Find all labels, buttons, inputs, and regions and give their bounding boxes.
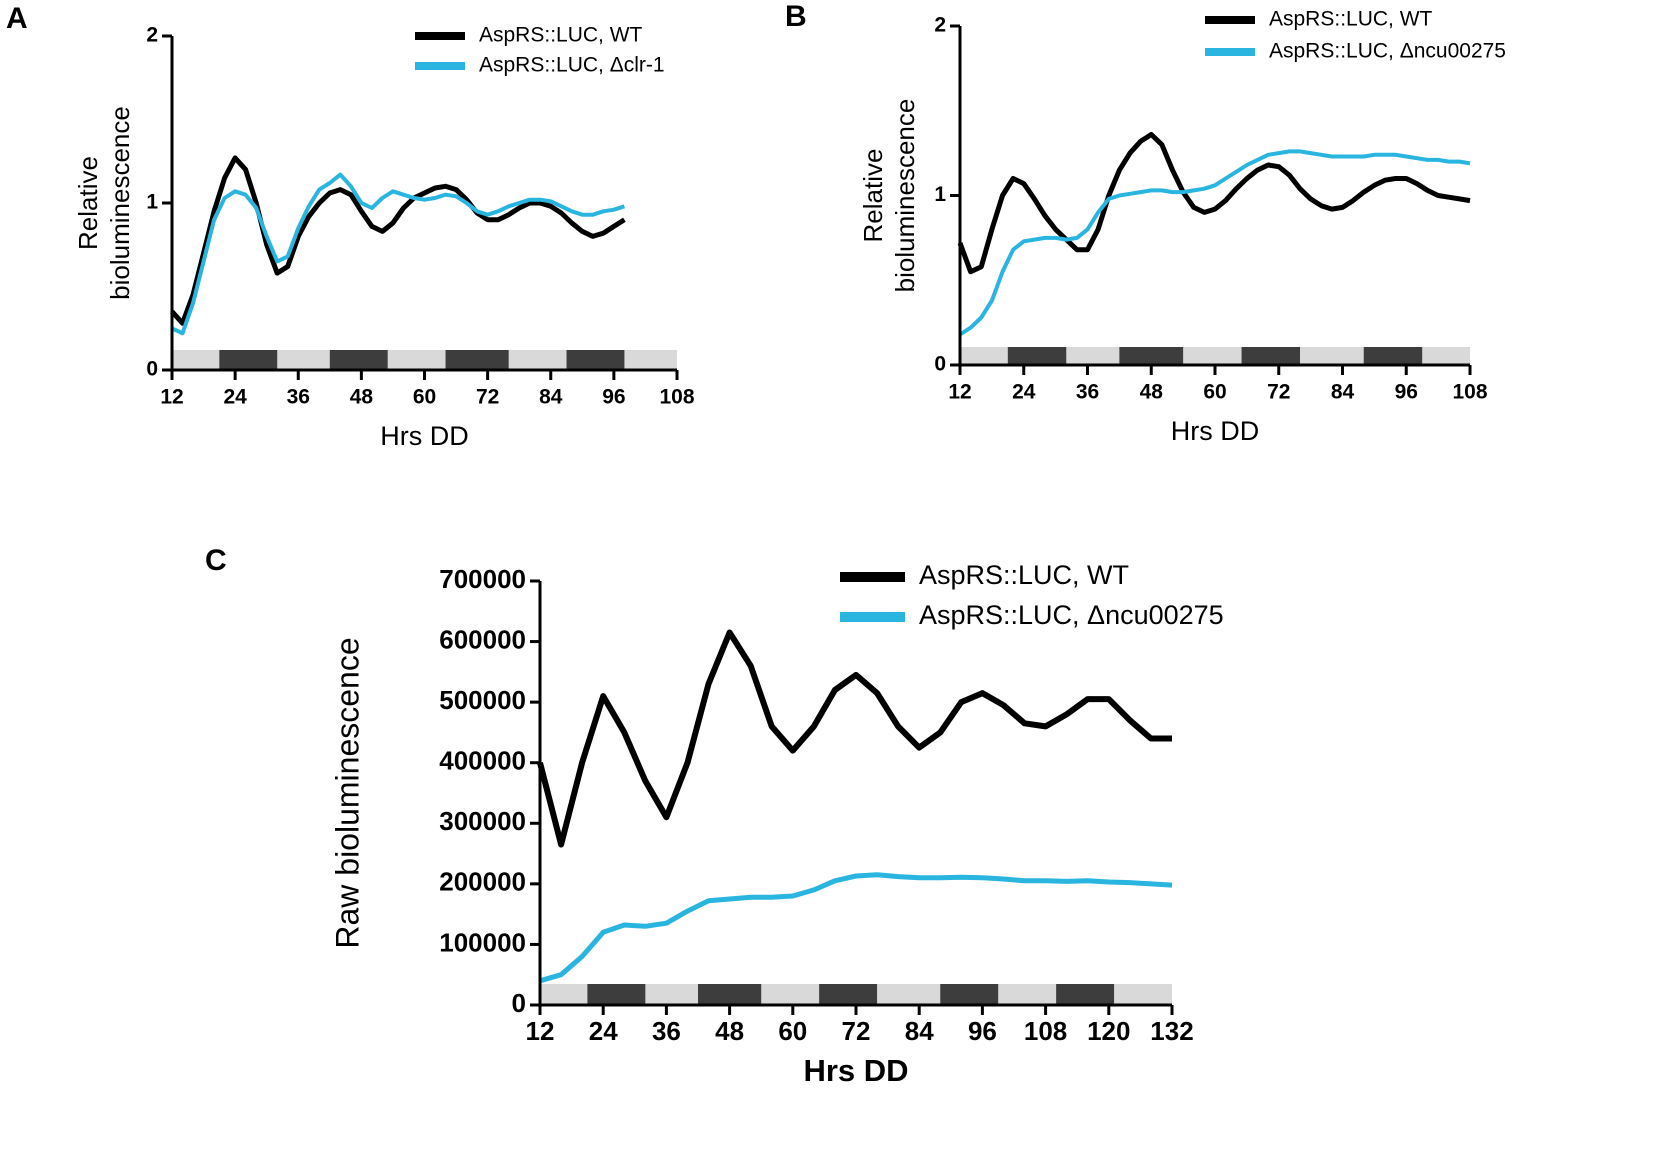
x-tick-label: 96 xyxy=(1395,381,1418,404)
y-axis-title: Raw bioluminescence xyxy=(329,637,365,948)
panel-letter: C xyxy=(205,544,227,577)
y-tick-label: 1 xyxy=(934,183,946,206)
data-line xyxy=(957,132,1471,275)
legend-label: AspRS::LUC, Δncu00275 xyxy=(1269,40,1506,63)
y-axis-title: Relative xyxy=(858,149,888,243)
y-tick-label: 200000 xyxy=(439,867,526,897)
x-tick-label: 72 xyxy=(842,1016,871,1046)
legend-label: AspRS::LUC, WT xyxy=(919,560,1129,590)
dark-band xyxy=(940,984,999,1005)
x-tick-label: 36 xyxy=(287,386,310,409)
panel-letter: B xyxy=(785,0,807,33)
legend-label: AspRS::LUC, Δclr-1 xyxy=(479,54,665,77)
y-tick-label: 1 xyxy=(146,191,158,214)
y-tick-label: 0 xyxy=(934,353,946,376)
y-tick-label: 100000 xyxy=(439,927,526,957)
data-line xyxy=(171,172,626,336)
x-tick-label: 72 xyxy=(476,386,499,409)
x-tick-label: 132 xyxy=(1150,1016,1193,1046)
panel-letter: A xyxy=(6,2,28,35)
dark-band xyxy=(1119,347,1184,365)
dark-band xyxy=(819,984,878,1005)
dark-band xyxy=(587,984,646,1005)
x-tick-label: 96 xyxy=(968,1016,997,1046)
dark-band xyxy=(1363,347,1423,365)
y-axis-title: Relative xyxy=(73,156,103,250)
data-line xyxy=(170,155,626,326)
legend-label: AspRS::LUC, WT xyxy=(479,24,643,47)
light-band xyxy=(960,347,1470,365)
light-band xyxy=(172,350,677,370)
dark-band xyxy=(566,350,625,370)
y-tick-label: 500000 xyxy=(439,685,526,715)
y-tick-label: 0 xyxy=(146,358,158,381)
dark-band xyxy=(1056,984,1115,1005)
x-axis-title: Hrs DD xyxy=(380,421,469,451)
dark-band xyxy=(329,350,388,370)
x-tick-label: 84 xyxy=(905,1016,934,1046)
x-tick-label: 12 xyxy=(948,381,971,404)
x-tick-label: 60 xyxy=(413,386,436,409)
x-tick-label: 72 xyxy=(1267,381,1290,404)
y-tick-label: 400000 xyxy=(439,746,526,776)
y-tick-label: 600000 xyxy=(439,624,526,654)
dark-band xyxy=(1241,347,1300,365)
x-tick-label: 36 xyxy=(652,1016,681,1046)
y-tick-label: 0 xyxy=(512,988,526,1018)
dark-band xyxy=(1007,347,1067,365)
legend-label: AspRS::LUC, Δncu00275 xyxy=(919,600,1224,630)
x-tick-label: 84 xyxy=(539,386,563,409)
x-tick-label: 48 xyxy=(350,386,374,409)
dark-band xyxy=(219,350,278,370)
x-axis-title: Hrs DD xyxy=(1171,416,1260,446)
y-tick-label: 2 xyxy=(934,14,946,37)
x-tick-label: 60 xyxy=(778,1016,807,1046)
x-tick-label: 108 xyxy=(1024,1016,1067,1046)
data-line xyxy=(537,629,1172,848)
x-tick-label: 24 xyxy=(1012,381,1036,404)
x-axis-title: Hrs DD xyxy=(803,1053,908,1088)
x-tick-label: 24 xyxy=(223,386,247,409)
y-tick-label: 300000 xyxy=(439,806,526,836)
y-tick-label: 2 xyxy=(146,24,158,47)
dark-band xyxy=(698,984,762,1005)
x-tick-label: 60 xyxy=(1203,381,1226,404)
y-axis-title: bioluminescence xyxy=(105,106,135,300)
x-tick-label: 96 xyxy=(602,386,625,409)
y-axis-title: bioluminescence xyxy=(890,99,920,293)
data-line xyxy=(539,872,1173,984)
data-line xyxy=(958,149,1471,337)
x-tick-label: 84 xyxy=(1331,381,1355,404)
x-tick-label: 12 xyxy=(526,1016,555,1046)
x-tick-label: 24 xyxy=(589,1016,618,1046)
y-tick-label: 700000 xyxy=(439,564,526,594)
x-tick-label: 120 xyxy=(1087,1016,1130,1046)
x-tick-label: 36 xyxy=(1076,381,1099,404)
x-tick-label: 48 xyxy=(715,1016,744,1046)
x-tick-label: 12 xyxy=(160,386,183,409)
dark-band xyxy=(445,350,509,370)
x-tick-label: 108 xyxy=(1452,381,1487,404)
legend-label: AspRS::LUC, WT xyxy=(1269,8,1433,31)
x-tick-label: 48 xyxy=(1140,381,1164,404)
x-tick-label: 108 xyxy=(659,386,694,409)
